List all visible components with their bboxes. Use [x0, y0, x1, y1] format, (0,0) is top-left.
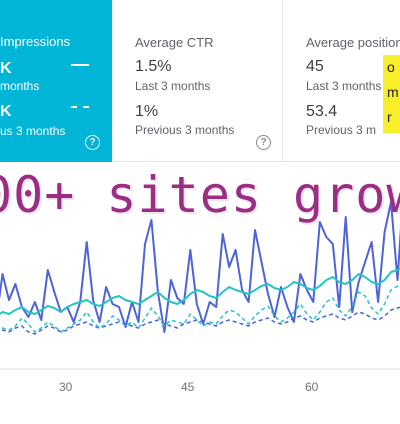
impressions-value-previous: K [0, 103, 12, 120]
help-icon[interactable]: ? [85, 135, 100, 150]
x-tick-label: 45 [181, 380, 195, 394]
impressions-period-current: months [0, 79, 40, 93]
highlight-line: m [387, 84, 399, 100]
position-label: Average position [306, 35, 400, 50]
highlight-line: o [387, 59, 395, 75]
impressions-series-line [0, 267, 400, 316]
current-period-line-icon [71, 64, 89, 66]
ctr-period-previous: Previous 3 months [135, 123, 235, 137]
ctr-period-current: Last 3 months [135, 79, 211, 93]
overlay-headline: 00+ sites grow [0, 166, 400, 224]
help-icon[interactable]: ? [256, 135, 271, 150]
ctr-value-current: 1.5% [135, 58, 172, 75]
ctr-value-previous: 1% [135, 103, 159, 120]
previous-period-dashed-line-icon [71, 106, 89, 110]
impressions-previous-series-line [0, 282, 400, 333]
highlight-note: o m r [383, 55, 400, 133]
x-tick-label: 60 [305, 380, 319, 394]
position-value-previous: 53.4 [306, 103, 338, 120]
ctr-label: Average CTR [135, 35, 214, 50]
position-value-current: 45 [306, 58, 324, 75]
impressions-card[interactable]: Impressions K months K us 3 months ? [0, 0, 112, 162]
impressions-period-previous: us 3 months [0, 124, 66, 138]
position-period-current: Last 3 months [306, 79, 382, 93]
impressions-label: Impressions [0, 34, 71, 49]
impressions-value-current: K [0, 60, 12, 77]
clicks-previous-series-line [0, 306, 400, 335]
average-ctr-card[interactable]: Average CTR 1.5% Last 3 months 1% Previo… [112, 0, 283, 162]
highlight-line: r [387, 109, 392, 125]
position-period-previous: Previous 3 m [306, 123, 377, 137]
performance-line-chart [0, 201, 400, 370]
x-tick-label: 30 [59, 380, 73, 394]
average-position-card[interactable]: Average position 45 Last 3 months 53.4 P… [283, 0, 400, 162]
